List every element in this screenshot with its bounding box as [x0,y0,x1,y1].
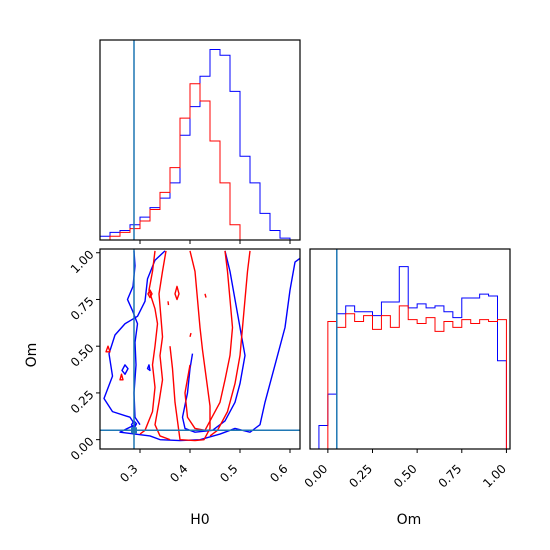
h0-hist-frame [99,39,301,241]
contour-line-11 [147,289,153,299]
joint-ytick-label-0: 0.00 [68,434,97,463]
joint-xtick-label-3: 0.6 [267,462,290,485]
contour-line-8 [209,250,251,437]
h0-histogram-panel [99,39,301,244]
om-histogram-panel: 0.00 0.25 0.50 0.75 1.00 [302,248,511,491]
contour-line-13 [105,345,111,353]
om-xtick-label-3: 0.75 [436,462,465,491]
om-hist-frame [309,248,511,450]
contour-line-16 [189,332,192,338]
contour-line-15 [167,301,170,306]
om-xtick-label-4: 1.00 [480,462,509,491]
h0-hist-series-0 [99,49,291,240]
joint-ytick-label-4: 1.00 [68,247,97,276]
y-axis-label-om: Om [24,343,40,368]
contour-line-17 [204,293,207,298]
joint-xtick-label-1: 0.4 [167,462,190,485]
contour-line-5 [130,420,138,430]
joint-ytick-label-3: 0.75 [68,294,97,323]
om-xtick-label-2: 0.50 [391,462,420,491]
contour-line-12 [174,285,180,301]
contour-line-10 [154,250,171,441]
contour-line-7 [184,250,234,432]
om-xtick-label-0: 0.00 [302,462,331,491]
x-axis-label-om: Om [397,512,422,528]
joint-xtick-label-2: 0.5 [217,462,240,485]
joint-ytick-label-1: 0.25 [68,388,97,417]
contour-line-9 [139,250,159,435]
h0-om-contour-panel: 0.3 0.4 0.5 0.6 0.00 0.25 0.50 0.75 1.00 [68,247,301,485]
joint-frame [99,248,301,450]
contour-line-14 [119,373,124,381]
joint-truth-marker [131,427,137,434]
contour-line-6 [169,250,211,442]
contour-line-1 [181,250,246,433]
contour-line-0 [103,250,300,442]
contour-group [100,249,300,449]
joint-xtick-label-0: 0.3 [117,462,140,485]
h0-hist-series-1 [100,83,241,241]
om-xtick-label-1: 0.25 [346,462,375,491]
contour-line-3 [121,364,129,375]
om-hist-series-0 [318,266,507,449]
om-hist-series-1 [327,305,507,449]
x-axis-label-h0: H0 [190,512,209,528]
contour-line-4 [146,364,151,372]
joint-ytick-label-2: 0.50 [68,341,97,370]
